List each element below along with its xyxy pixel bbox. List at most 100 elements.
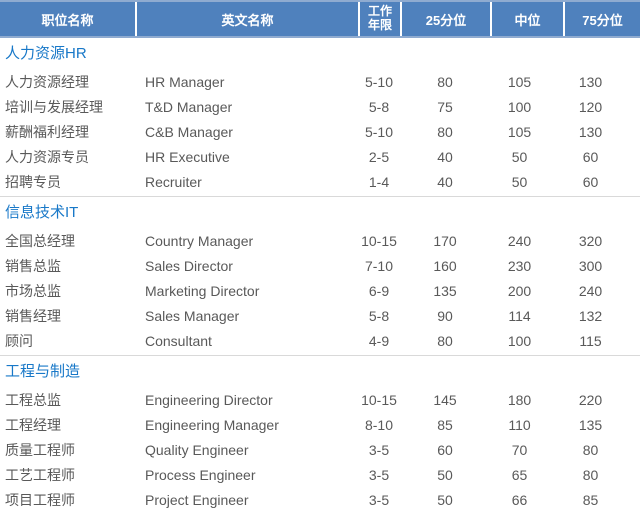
section-divider xyxy=(0,196,640,197)
cell-job-title-cn: 销售总监 xyxy=(5,257,61,274)
cell-median: 110 xyxy=(508,416,531,433)
cell-p75: 220 xyxy=(578,391,603,408)
cell-median: 66 xyxy=(511,491,528,508)
cell-median: 50 xyxy=(511,173,528,190)
cell-p25: 80 xyxy=(437,332,453,349)
cell-median: 200 xyxy=(507,282,532,299)
cell-job-title-cn: 项目工程师 xyxy=(5,491,75,508)
table-row: 工程总监 Engineering Director 10-15 145 180 … xyxy=(0,387,640,412)
cell-job-title-cn: 工艺工程师 xyxy=(5,466,75,483)
cell-work-years: 10-15 xyxy=(361,391,397,408)
cell-work-years: 6-9 xyxy=(368,282,390,299)
cell-work-years: 3-5 xyxy=(368,466,390,483)
cell-job-title-en: T&D Manager xyxy=(145,98,233,115)
cell-p25: 50 xyxy=(437,491,453,508)
section-title: 人力资源HR xyxy=(5,45,87,62)
cell-median: 180 xyxy=(507,391,532,408)
cell-p25: 50 xyxy=(437,466,453,483)
cell-p75: 300 xyxy=(578,257,603,274)
cell-job-title-en: Consultant xyxy=(145,332,212,349)
cell-job-title-cn: 工程总监 xyxy=(5,391,61,408)
table-row: 市场总监 Marketing Director 6-9 135 200 240 xyxy=(0,278,640,303)
table-row: 招聘专员 Recruiter 1-4 40 50 60 xyxy=(0,169,640,194)
cell-job-title-en: Country Manager xyxy=(145,232,254,249)
cell-median: 65 xyxy=(511,466,528,483)
cell-job-title-en: Sales Manager xyxy=(145,307,240,324)
cell-p75: 80 xyxy=(582,441,599,458)
cell-work-years: 3-5 xyxy=(368,491,390,508)
cell-job-title-cn: 工程经理 xyxy=(5,416,61,433)
cell-median: 100 xyxy=(507,332,532,349)
cell-p25: 75 xyxy=(437,98,453,115)
table-row: 项目工程师 Project Engineer 3-5 50 66 85 xyxy=(0,487,640,512)
cell-p75: 60 xyxy=(582,173,599,190)
section-rows: 工程总监 Engineering Director 10-15 145 180 … xyxy=(0,387,640,512)
cell-job-title-cn: 招聘专员 xyxy=(5,173,61,190)
cell-job-title-cn: 质量工程师 xyxy=(5,441,75,458)
cell-work-years: 5-8 xyxy=(368,307,390,324)
table-section: 人力资源HR 人力资源经理 HR Manager 5-10 80 105 130… xyxy=(0,44,640,194)
cell-job-title-en: Engineering Director xyxy=(145,391,273,408)
cell-job-title-en: Process Engineer xyxy=(145,466,256,483)
column-header-p75: 75分位 xyxy=(563,2,640,36)
table-row: 薪酬福利经理 C&B Manager 5-10 80 105 130 xyxy=(0,119,640,144)
cell-p25: 145 xyxy=(433,391,457,408)
cell-job-title-en: Recruiter xyxy=(145,173,202,190)
cell-median: 50 xyxy=(511,148,528,165)
cell-job-title-en: Project Engineer xyxy=(145,491,249,508)
cell-job-title-en: Marketing Director xyxy=(145,282,260,299)
cell-job-title-cn: 全国总经理 xyxy=(5,232,75,249)
cell-median: 240 xyxy=(507,232,532,249)
section-title: 信息技术IT xyxy=(5,204,79,221)
cell-p75: 132 xyxy=(578,307,603,324)
cell-p25: 40 xyxy=(437,173,453,190)
cell-work-years: 2-5 xyxy=(368,148,390,165)
cell-p25: 135 xyxy=(433,282,457,299)
table-section: 工程与制造 工程总监 Engineering Director 10-15 14… xyxy=(0,362,640,512)
table-row: 培训与发展经理 T&D Manager 5-8 75 100 120 xyxy=(0,94,640,119)
cell-work-years: 5-10 xyxy=(364,73,394,90)
cell-p75: 135 xyxy=(578,416,603,433)
table-row: 销售总监 Sales Director 7-10 160 230 300 xyxy=(0,253,640,278)
cell-job-title-en: HR Manager xyxy=(145,73,225,90)
column-header-p25: 25分位 xyxy=(400,2,490,36)
cell-median: 70 xyxy=(511,441,528,458)
cell-job-title-en: C&B Manager xyxy=(145,123,233,140)
cell-work-years: 10-15 xyxy=(361,232,397,249)
table-row: 质量工程师 Quality Engineer 3-5 60 70 80 xyxy=(0,437,640,462)
cell-p75: 115 xyxy=(579,332,602,349)
cell-p75: 130 xyxy=(578,73,603,90)
cell-p75: 130 xyxy=(578,123,603,140)
cell-p25: 170 xyxy=(433,232,457,249)
cell-median: 230 xyxy=(507,257,532,274)
cell-p25: 40 xyxy=(437,148,453,165)
section-divider xyxy=(0,355,640,356)
cell-p75: 120 xyxy=(578,98,603,115)
cell-p25: 90 xyxy=(437,307,453,324)
cell-job-title-cn: 人力资源经理 xyxy=(5,73,89,90)
cell-job-title-en: Quality Engineer xyxy=(145,441,249,458)
cell-p25: 160 xyxy=(433,257,457,274)
section-title: 工程与制造 xyxy=(5,363,81,380)
column-header-work-years: 工作年限 xyxy=(358,2,400,36)
cell-job-title-cn: 顾问 xyxy=(5,332,33,349)
table-row: 工艺工程师 Process Engineer 3-5 50 65 80 xyxy=(0,462,640,487)
cell-p25: 60 xyxy=(437,441,453,458)
table-row: 工程经理 Engineering Manager 8-10 85 110 135 xyxy=(0,412,640,437)
cell-median: 100 xyxy=(507,98,532,115)
section-rows: 全国总经理 Country Manager 10-15 170 240 320 … xyxy=(0,228,640,353)
cell-work-years: 7-10 xyxy=(364,257,394,274)
table-body: 人力资源HR 人力资源经理 HR Manager 5-10 80 105 130… xyxy=(0,44,640,513)
cell-work-years: 3-5 xyxy=(368,441,390,458)
cell-job-title-cn: 市场总监 xyxy=(5,282,61,299)
cell-p25: 85 xyxy=(437,416,453,433)
cell-p25: 80 xyxy=(437,123,453,140)
cell-job-title-cn: 薪酬福利经理 xyxy=(5,123,89,140)
cell-job-title-cn: 人力资源专员 xyxy=(5,148,89,165)
cell-job-title-cn: 销售经理 xyxy=(5,307,61,324)
cell-job-title-en: Sales Director xyxy=(145,257,233,274)
table-section: 信息技术IT 全国总经理 Country Manager 10-15 170 2… xyxy=(0,203,640,353)
cell-job-title-en: Engineering Manager xyxy=(145,416,279,433)
column-header-job-title-cn: 职位名称 xyxy=(41,12,94,28)
